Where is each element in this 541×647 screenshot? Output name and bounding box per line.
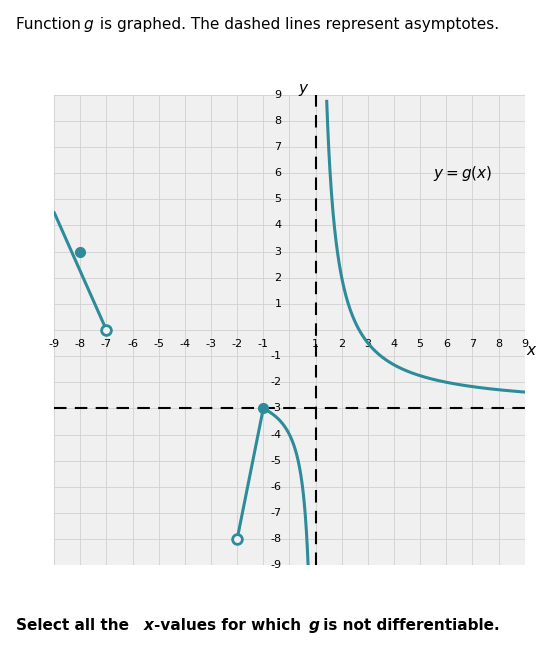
- Text: -2: -2: [232, 339, 243, 349]
- Text: x: x: [143, 617, 153, 633]
- Text: -8: -8: [75, 339, 86, 349]
- Text: -1: -1: [258, 339, 269, 349]
- Text: -7: -7: [101, 339, 112, 349]
- Text: -5: -5: [153, 339, 164, 349]
- Text: $y = g(x)$: $y = g(x)$: [433, 164, 493, 182]
- Text: 4: 4: [274, 221, 282, 230]
- Text: 5: 5: [417, 339, 424, 349]
- Text: 1: 1: [275, 299, 282, 309]
- Text: x: x: [527, 343, 536, 358]
- Text: -6: -6: [270, 482, 282, 492]
- Text: 2: 2: [338, 339, 345, 349]
- Text: 7: 7: [469, 339, 476, 349]
- Text: 5: 5: [275, 194, 282, 204]
- Text: 2: 2: [274, 272, 282, 283]
- Text: 7: 7: [274, 142, 282, 152]
- Text: -values for which: -values for which: [154, 617, 307, 633]
- Text: 8: 8: [274, 116, 282, 126]
- Text: 6: 6: [275, 168, 282, 178]
- Text: -6: -6: [127, 339, 138, 349]
- Text: -3: -3: [270, 404, 282, 413]
- Text: 1: 1: [312, 339, 319, 349]
- Text: -2: -2: [270, 377, 282, 388]
- Text: g: g: [84, 17, 94, 32]
- Text: 9: 9: [521, 339, 529, 349]
- Text: -4: -4: [270, 430, 282, 439]
- Text: Select all the: Select all the: [16, 617, 135, 633]
- Text: -8: -8: [270, 534, 282, 544]
- Text: 9: 9: [274, 90, 282, 100]
- Text: 6: 6: [443, 339, 450, 349]
- Text: -9: -9: [49, 339, 60, 349]
- Text: y: y: [299, 81, 308, 96]
- Text: 4: 4: [391, 339, 398, 349]
- Text: -9: -9: [270, 560, 282, 570]
- Text: 3: 3: [275, 247, 282, 256]
- Text: is graphed. The dashed lines represent asymptotes.: is graphed. The dashed lines represent a…: [95, 17, 499, 32]
- Text: 3: 3: [365, 339, 371, 349]
- Text: Function: Function: [16, 17, 86, 32]
- Text: g: g: [308, 617, 319, 633]
- Text: -3: -3: [206, 339, 216, 349]
- Text: -4: -4: [179, 339, 190, 349]
- Text: is not differentiable.: is not differentiable.: [318, 617, 500, 633]
- Text: -1: -1: [270, 351, 282, 361]
- Text: -5: -5: [270, 455, 282, 466]
- Text: -7: -7: [270, 508, 282, 518]
- Text: 8: 8: [495, 339, 502, 349]
